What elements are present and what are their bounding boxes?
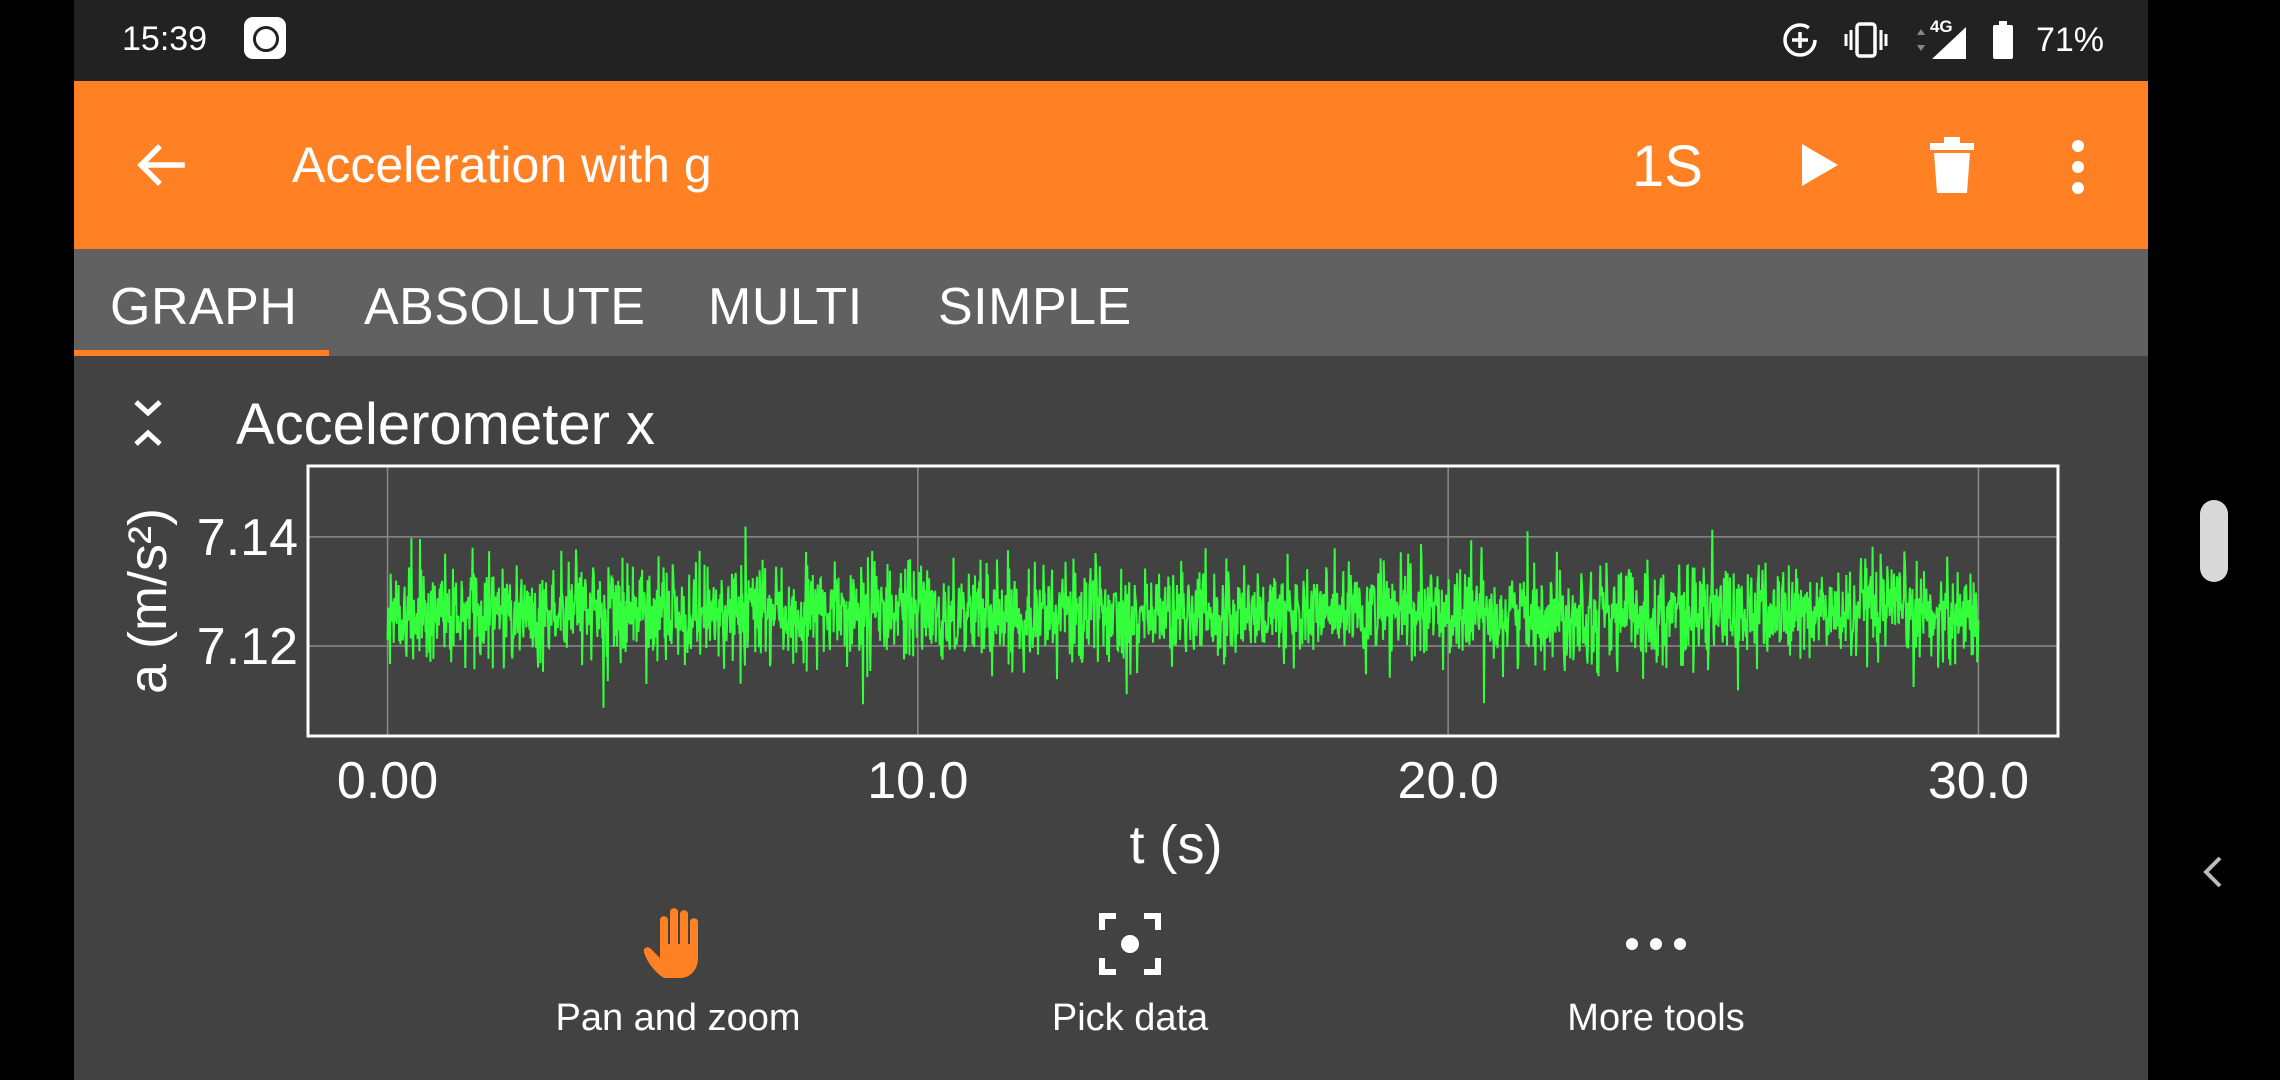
- play-icon[interactable]: [1796, 141, 1842, 189]
- y-tick-label-1: 7.14: [197, 509, 298, 567]
- tab-multi[interactable]: MULTI: [708, 278, 863, 336]
- pick-data-label: Pick data: [1051, 997, 1209, 1039]
- x-tick-label-2: 20.0: [1398, 752, 1499, 810]
- focus-pick-icon: [1099, 913, 1161, 975]
- status-icons: 4G 71%: [1780, 16, 2104, 64]
- chevron-left-icon[interactable]: [2198, 852, 2228, 892]
- tab-selected-indicator: [74, 350, 329, 356]
- pan-and-zoom-label: Pan and zoom: [555, 997, 801, 1039]
- x-tick-label-1: 10.0: [867, 752, 968, 810]
- tab-graph[interactable]: GRAPH: [110, 278, 298, 336]
- more-tools-label: More tools: [1567, 997, 1745, 1039]
- x-axis-label: t (s): [1130, 815, 1223, 875]
- pick-data-tool[interactable]: Pick data: [1010, 906, 1250, 1040]
- network-type-label: 4G: [1929, 17, 1953, 36]
- plot-frame: [306, 464, 2060, 738]
- series-line-accelerometer-x: [386, 526, 1980, 708]
- status-time: 15:39: [122, 20, 208, 58]
- battery-percent: 71%: [2035, 20, 2104, 59]
- timed-run-button[interactable]: 1S: [1632, 134, 1703, 199]
- mi-notification-icon: [244, 17, 286, 59]
- signal-icon: [1916, 27, 1966, 59]
- more-horiz-icon: [1626, 938, 1686, 950]
- x-tick-label-3: 30.0: [1928, 752, 2029, 810]
- scroll-handle[interactable]: [2200, 500, 2228, 582]
- x-tick-label-0: 0.00: [337, 752, 438, 810]
- status-bar: 15:39 4G 71%: [74, 0, 2148, 81]
- vibrate-icon: [1844, 22, 1888, 58]
- app-bar: Acceleration with g 1S: [74, 81, 2148, 249]
- trash-icon[interactable]: [1928, 137, 1976, 195]
- data-saver-icon: [1783, 23, 1817, 57]
- y-axis-label: a (m/s²): [118, 508, 178, 694]
- collapse-icon[interactable]: [130, 396, 166, 450]
- graph-panel: Accelerometer x 0.00 10.0 20.0 30.0 7.12 7.14…: [74, 356, 2148, 1080]
- pan-and-zoom-tool[interactable]: Pan and zoom: [478, 906, 878, 1040]
- signal-4g: 4G: [1912, 17, 1970, 61]
- y-tick-label-0: 7.12: [197, 618, 298, 676]
- tab-bar: GRAPH ABSOLUTE MULTI SIMPLE: [74, 249, 2148, 356]
- experiment-title: Acceleration with g: [292, 137, 712, 193]
- tab-absolute[interactable]: ABSOLUTE: [364, 278, 646, 336]
- battery-icon: [1992, 21, 2013, 59]
- accelerometer-x-chart[interactable]: 0.00 10.0 20.0 30.0 7.12 7.14 t (s) a (m/s²): [74, 456, 2148, 976]
- tick-labels: 0.00 10.0 20.0 30.0 7.12 7.14: [197, 509, 2029, 810]
- chart-title: Accelerometer x: [236, 392, 656, 457]
- hand-icon: [643, 908, 698, 978]
- more-vert-icon[interactable]: [2068, 139, 2088, 195]
- more-tools-tool[interactable]: More tools: [1506, 906, 1806, 1040]
- back-arrow-icon[interactable]: [134, 139, 186, 191]
- tab-simple[interactable]: SIMPLE: [938, 278, 1132, 336]
